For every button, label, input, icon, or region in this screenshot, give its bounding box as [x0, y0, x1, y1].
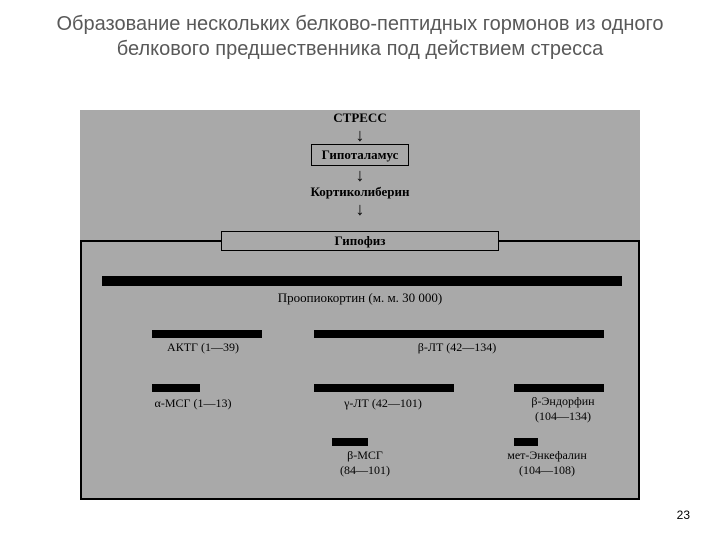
fragment-label-beta_msg: β-МСГ(84—101) [310, 448, 420, 478]
diagram-area: СТРЕСС ↓ Гипоталамус ↓ Кортиколиберин ↓ … [80, 110, 640, 500]
fragment-label-gamma_lt: γ-ЛТ (42—101) [328, 396, 438, 411]
precursor-bar [102, 276, 622, 286]
fragment-label-beta_lt: β-ЛТ (42—134) [402, 340, 512, 355]
pituitary-label: Гипофиз [221, 231, 499, 251]
fragment-bar-alpha_msg [152, 384, 200, 392]
fragment-bar-acth [152, 330, 262, 338]
precursor-label: Проопиокортин (м. м. 30 000) [82, 290, 638, 306]
fragment-bar-met_enk [514, 438, 538, 446]
fragment-bar-beta_end [514, 384, 604, 392]
arrow-icon: ↓ [356, 200, 365, 218]
flow-hypothalamus: Гипоталамус [311, 144, 410, 166]
fragment-label-met_enk: мет-Энкефалин(104—108) [492, 448, 602, 478]
flow-column: СТРЕСС ↓ Гипоталамус ↓ Кортиколиберин ↓ [80, 110, 640, 218]
fragment-bar-gamma_lt [314, 384, 454, 392]
arrow-icon: ↓ [356, 166, 365, 184]
pituitary-box: Гипофиз Проопиокортин (м. м. 30 000) АКТ… [80, 240, 640, 500]
flow-corticoliberin: Кортиколиберин [311, 184, 410, 200]
fragment-bar-beta_lt [314, 330, 604, 338]
flow-stress: СТРЕСС [333, 110, 386, 126]
page-number: 23 [677, 508, 690, 522]
fragment-bar-beta_msg [332, 438, 368, 446]
fragment-label-alpha_msg: α-МСГ (1—13) [138, 396, 248, 411]
arrow-icon: ↓ [356, 126, 365, 144]
fragment-label-acth: АКТГ (1—39) [148, 340, 258, 355]
slide-title: Образование нескольких белково-пептидных… [36, 12, 684, 62]
fragment-label-beta_end: β-Эндорфин(104—134) [508, 394, 618, 424]
